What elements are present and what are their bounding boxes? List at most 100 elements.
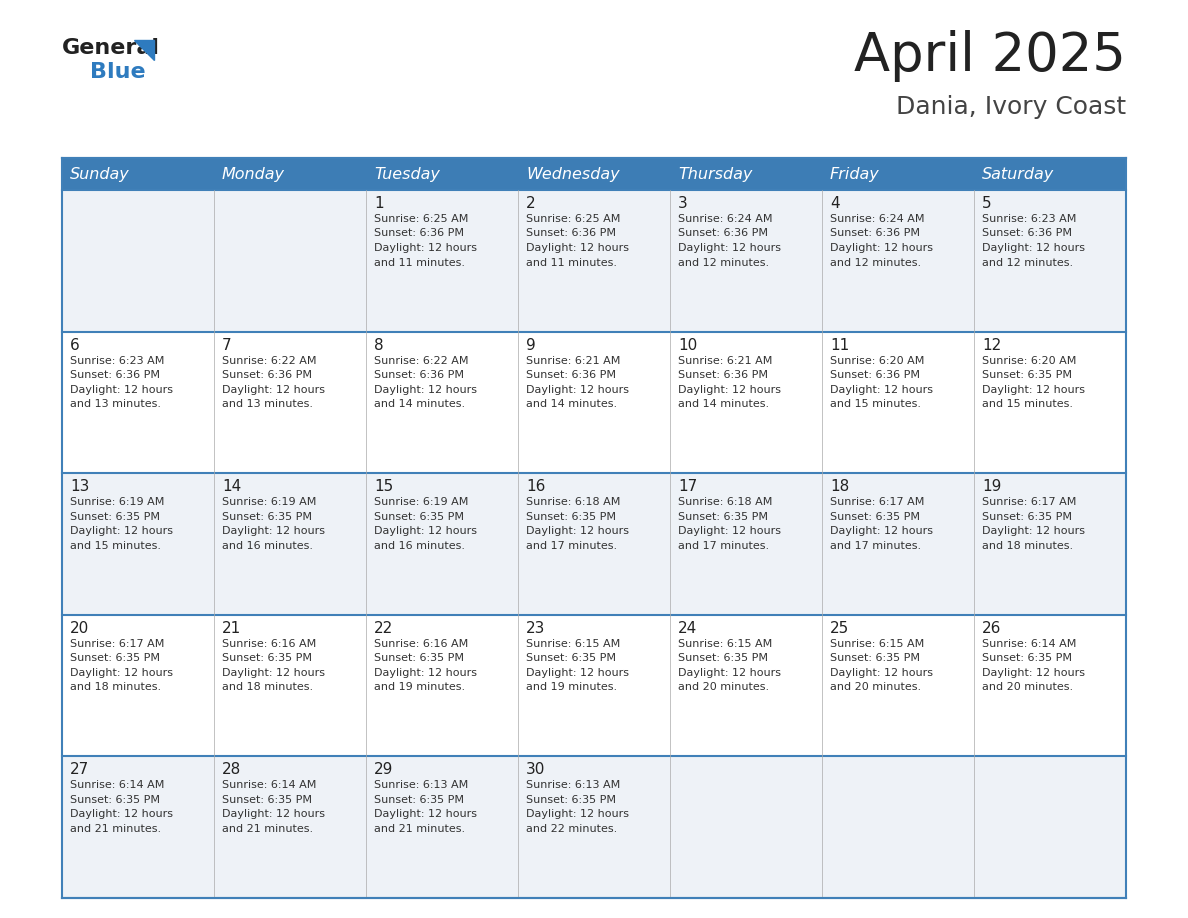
Text: Tuesday: Tuesday [374,166,440,182]
Text: April 2025: April 2025 [854,30,1126,82]
Text: 26: 26 [982,621,1001,636]
Text: 16: 16 [526,479,545,494]
Bar [366,331,518,473]
Bar [62,190,214,331]
Bar [974,473,1126,615]
Text: Daylight: 12 hours: Daylight: 12 hours [222,526,326,536]
Text: and 22 minutes.: and 22 minutes. [526,823,618,834]
Bar [62,756,214,898]
Bar [822,756,974,898]
Text: and 15 minutes.: and 15 minutes. [982,399,1073,409]
Text: Wednesday: Wednesday [526,166,620,182]
Text: Sunset: 6:36 PM: Sunset: 6:36 PM [222,370,312,380]
Bar [518,190,670,331]
Text: and 14 minutes.: and 14 minutes. [374,399,466,409]
Text: Sunrise: 6:17 AM: Sunrise: 6:17 AM [70,639,164,649]
Text: Daylight: 12 hours: Daylight: 12 hours [70,526,173,536]
Bar [62,473,214,615]
Text: 9: 9 [526,338,536,353]
Bar [214,473,366,615]
Text: 18: 18 [830,479,849,494]
Text: Sunset: 6:35 PM: Sunset: 6:35 PM [526,654,617,664]
Text: Sunset: 6:36 PM: Sunset: 6:36 PM [678,229,767,239]
Text: Sunrise: 6:22 AM: Sunrise: 6:22 AM [374,355,468,365]
Text: Sunrise: 6:17 AM: Sunrise: 6:17 AM [830,498,924,508]
Text: and 16 minutes.: and 16 minutes. [222,541,312,551]
Text: 11: 11 [830,338,849,353]
Text: Sunset: 6:36 PM: Sunset: 6:36 PM [526,370,617,380]
Bar [518,615,670,756]
Text: and 19 minutes.: and 19 minutes. [526,682,617,692]
Text: and 21 minutes.: and 21 minutes. [70,823,162,834]
Text: Sunrise: 6:21 AM: Sunrise: 6:21 AM [678,355,772,365]
Text: Sunday: Sunday [70,166,129,182]
Text: and 20 minutes.: and 20 minutes. [982,682,1073,692]
Text: Sunset: 6:35 PM: Sunset: 6:35 PM [70,511,160,521]
Bar [366,158,518,190]
Text: 28: 28 [222,763,241,778]
Bar [62,331,214,473]
Bar [822,615,974,756]
Text: Sunrise: 6:13 AM: Sunrise: 6:13 AM [374,780,468,790]
Text: Sunset: 6:36 PM: Sunset: 6:36 PM [374,370,465,380]
Text: and 15 minutes.: and 15 minutes. [830,399,921,409]
Text: Daylight: 12 hours: Daylight: 12 hours [70,667,173,677]
Bar [366,190,518,331]
Text: and 21 minutes.: and 21 minutes. [374,823,466,834]
Text: 14: 14 [222,479,241,494]
Bar [974,331,1126,473]
Bar [974,158,1126,190]
Text: Sunrise: 6:17 AM: Sunrise: 6:17 AM [982,498,1076,508]
Text: Blue: Blue [90,62,146,82]
Text: and 17 minutes.: and 17 minutes. [526,541,617,551]
Bar [62,158,214,190]
Text: Sunset: 6:36 PM: Sunset: 6:36 PM [982,229,1072,239]
Text: and 18 minutes.: and 18 minutes. [70,682,162,692]
Text: 6: 6 [70,338,80,353]
Bar [518,331,670,473]
Bar [670,473,822,615]
Text: Sunset: 6:35 PM: Sunset: 6:35 PM [222,795,312,805]
Text: Sunrise: 6:22 AM: Sunrise: 6:22 AM [222,355,316,365]
Bar [974,615,1126,756]
Text: Sunrise: 6:14 AM: Sunrise: 6:14 AM [70,780,164,790]
Text: Sunrise: 6:19 AM: Sunrise: 6:19 AM [222,498,316,508]
Polygon shape [134,40,154,60]
Text: Sunrise: 6:18 AM: Sunrise: 6:18 AM [678,498,772,508]
Text: 20: 20 [70,621,89,636]
Text: Daylight: 12 hours: Daylight: 12 hours [222,667,326,677]
Text: Sunset: 6:35 PM: Sunset: 6:35 PM [222,654,312,664]
Text: Sunset: 6:36 PM: Sunset: 6:36 PM [70,370,160,380]
Text: Sunset: 6:35 PM: Sunset: 6:35 PM [374,795,465,805]
Text: Daylight: 12 hours: Daylight: 12 hours [526,243,628,253]
Text: Sunrise: 6:13 AM: Sunrise: 6:13 AM [526,780,620,790]
Text: Sunrise: 6:23 AM: Sunrise: 6:23 AM [982,214,1076,224]
Text: Daylight: 12 hours: Daylight: 12 hours [982,667,1085,677]
Bar [822,473,974,615]
Text: and 12 minutes.: and 12 minutes. [830,258,921,267]
Text: Daylight: 12 hours: Daylight: 12 hours [982,526,1085,536]
Text: and 15 minutes.: and 15 minutes. [70,541,162,551]
Text: General: General [62,38,160,58]
Bar [974,190,1126,331]
Text: 7: 7 [222,338,232,353]
Text: Sunrise: 6:16 AM: Sunrise: 6:16 AM [374,639,468,649]
Text: and 17 minutes.: and 17 minutes. [830,541,921,551]
Text: 10: 10 [678,338,697,353]
Text: 15: 15 [374,479,393,494]
Text: and 14 minutes.: and 14 minutes. [678,399,769,409]
Bar [518,473,670,615]
Text: Sunset: 6:35 PM: Sunset: 6:35 PM [830,511,920,521]
Text: and 19 minutes.: and 19 minutes. [374,682,466,692]
Text: and 21 minutes.: and 21 minutes. [222,823,314,834]
Text: Daylight: 12 hours: Daylight: 12 hours [678,526,781,536]
Text: 22: 22 [374,621,393,636]
Bar [670,615,822,756]
Text: Daylight: 12 hours: Daylight: 12 hours [526,526,628,536]
Text: and 11 minutes.: and 11 minutes. [374,258,465,267]
Bar [214,615,366,756]
Bar [670,190,822,331]
Text: 13: 13 [70,479,89,494]
Bar [214,190,366,331]
Text: Sunrise: 6:24 AM: Sunrise: 6:24 AM [830,214,924,224]
